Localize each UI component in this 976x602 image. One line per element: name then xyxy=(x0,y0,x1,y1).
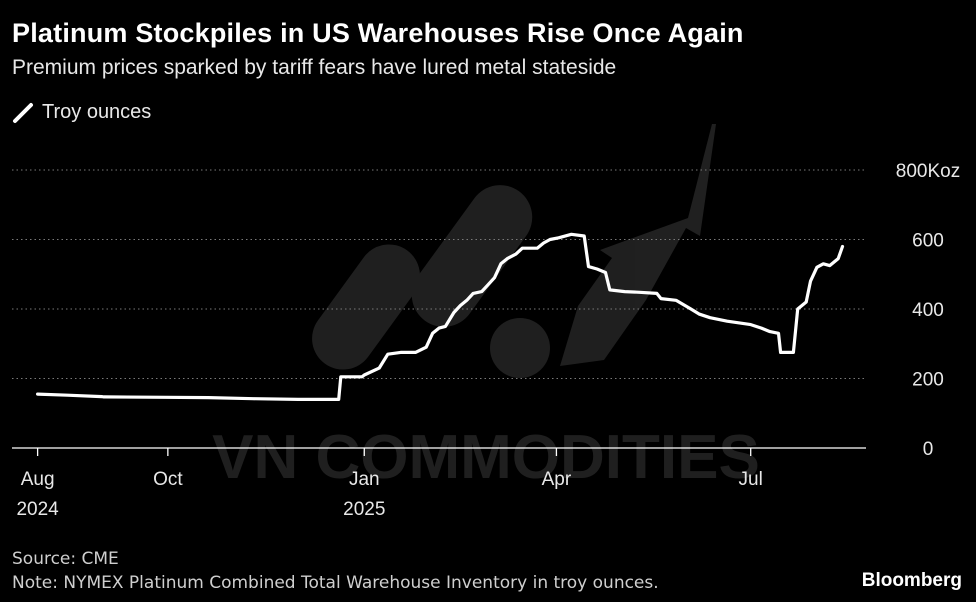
page-subtitle: Premium prices sparked by tariff fears h… xyxy=(12,56,617,79)
x-tick-year-label: 2025 xyxy=(343,499,385,520)
series-line-troy-ounces xyxy=(36,232,845,401)
legend-label: Troy ounces xyxy=(42,101,152,123)
y-tick-label: 800Koz xyxy=(896,161,960,182)
footnote: Note: NYMEX Platinum Combined Total Ware… xyxy=(12,573,659,593)
gridlines xyxy=(12,169,866,379)
series-group xyxy=(36,232,845,401)
x-tick-year-label: 2024 xyxy=(16,499,59,520)
x-tick-label: Jan xyxy=(349,469,380,490)
source-note: Source: CME xyxy=(12,549,119,569)
legend: Troy ounces xyxy=(12,101,151,124)
y-tick-label: 400 xyxy=(912,300,944,321)
x-tick-label: Aug xyxy=(21,469,55,490)
x-axis: Aug 2024 Oct Jan 2025 Apr Jul xyxy=(12,447,866,520)
watermark-text: VN COMMODITIES xyxy=(212,423,760,492)
x-tick-label: Jul xyxy=(739,469,763,490)
watermark-logo: VN COMMODITIES xyxy=(212,124,760,492)
page-title: Platinum Stockpiles in US Warehouses Ris… xyxy=(12,18,744,48)
legend-line-icon xyxy=(13,102,33,123)
y-tick-label: 600 xyxy=(912,231,944,252)
bloomberg-logo: Bloomberg xyxy=(861,570,962,591)
y-axis-ticks: 800Koz 600 400 200 0 xyxy=(896,161,960,460)
y-tick-label: 0 xyxy=(923,439,934,460)
x-tick-label: Oct xyxy=(153,469,183,490)
x-tick-label: Apr xyxy=(542,469,572,490)
y-tick-label: 200 xyxy=(912,370,944,391)
